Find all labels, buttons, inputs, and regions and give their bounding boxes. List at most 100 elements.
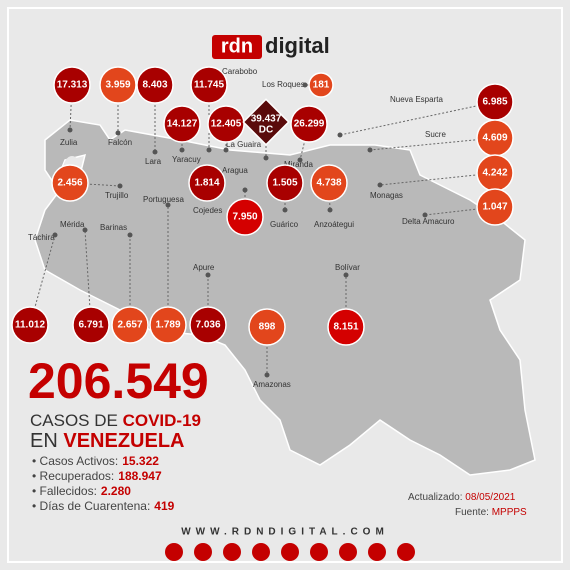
case-value: 1.814	[194, 178, 219, 189]
case-circle	[99, 66, 137, 104]
logo-box	[212, 35, 262, 59]
case-value: 12.405	[211, 119, 242, 130]
t: EN	[30, 430, 58, 452]
bullet: •	[32, 469, 40, 483]
state-label: Anzoátegui	[314, 220, 354, 229]
case-value: 7.950	[232, 212, 257, 223]
case-circle	[72, 306, 110, 344]
t: MPPPS	[492, 507, 527, 518]
case-circle	[207, 105, 245, 143]
case-circle	[11, 306, 49, 344]
social-icon[interactable]	[368, 543, 386, 561]
frame	[7, 7, 563, 563]
case-value: 6.985	[482, 97, 507, 108]
leader-dot	[152, 149, 158, 155]
case-circle	[53, 66, 91, 104]
state-label: Los Roques	[262, 80, 305, 89]
case-circle	[476, 188, 514, 226]
leader-dot	[242, 187, 248, 193]
social-icons	[165, 543, 415, 561]
logo-right: digital	[265, 33, 330, 58]
bullet: •	[32, 499, 40, 513]
state-label: Miranda	[284, 160, 313, 169]
title-line1: CASOS DE COVID-19	[30, 411, 201, 430]
case-value: 39.437	[251, 114, 282, 125]
state-label: Aragua	[222, 166, 248, 175]
stat-value: 2.280	[101, 484, 131, 498]
state-label: Mérida	[60, 220, 85, 229]
social-icon[interactable]	[252, 543, 270, 561]
case-value: 898	[259, 322, 276, 333]
case-value: 7.036	[195, 320, 220, 331]
state-label: Guárico	[270, 220, 299, 229]
leader-dot	[282, 207, 288, 213]
dc-label: DC	[259, 125, 273, 136]
social-icon[interactable]	[310, 543, 328, 561]
state-label: Amazonas	[253, 380, 291, 389]
social-icon[interactable]	[165, 543, 183, 561]
leader-dot	[264, 372, 270, 378]
leader-dot	[302, 82, 308, 88]
state-label: Zulia	[60, 138, 78, 147]
leader-dot	[206, 147, 212, 153]
leader-dot	[263, 155, 269, 161]
state-label: Monagas	[370, 191, 403, 200]
stat-label: Recuperados:	[40, 469, 115, 483]
state-label: Carabobo	[222, 67, 258, 76]
stat-label: Casos Activos:	[40, 454, 119, 468]
stat-line: • Casos Activos: 15.322	[32, 454, 159, 468]
t: Fuente:	[455, 507, 489, 518]
logo-left: rdn	[221, 35, 253, 57]
case-value: 3.959	[105, 80, 130, 91]
case-circle	[308, 72, 334, 98]
leader-dot	[422, 212, 428, 218]
social-icon[interactable]	[194, 543, 212, 561]
case-value: 6.791	[78, 320, 103, 331]
social-icon[interactable]	[281, 543, 299, 561]
case-value: 4.242	[482, 168, 507, 179]
state-label: Falcón	[108, 138, 132, 147]
leader-dot	[377, 182, 383, 188]
case-circle	[327, 308, 365, 346]
case-circle	[163, 105, 201, 143]
case-circle	[149, 306, 187, 344]
t: 08/05/2021	[465, 492, 515, 503]
stat-value: 188.947	[118, 469, 162, 483]
total: 206.549	[28, 353, 209, 409]
social-icon[interactable]	[397, 543, 415, 561]
state-label: Trujillo	[105, 191, 129, 200]
t: VENEZUELA	[63, 430, 184, 452]
case-value: 2.657	[117, 320, 142, 331]
title-line2: EN VENEZUELA	[30, 430, 184, 452]
state-label: Apure	[193, 263, 215, 272]
source: Fuente: MPPPS	[455, 507, 527, 518]
leader-dot	[337, 132, 343, 138]
leader-line	[369, 137, 496, 151]
stat-label: Fallecidos:	[40, 484, 97, 498]
t: COVID-19	[123, 411, 201, 430]
case-circle	[290, 105, 328, 143]
leader-dot	[165, 202, 171, 208]
state-label: Portuguesa	[143, 195, 184, 204]
case-value: 4.738	[316, 178, 341, 189]
social-icon[interactable]	[339, 543, 357, 561]
leader-dot	[327, 207, 333, 213]
t: CASOS DE	[30, 411, 118, 430]
map-markers: Zulia Falcón Lara Yaracuy Carabobo Los Roques…	[11, 66, 514, 389]
case-value: 17.313	[57, 80, 88, 91]
state-label: Táchira	[28, 233, 55, 242]
case-value: 26.299	[294, 119, 325, 130]
leader-line	[339, 101, 496, 136]
case-value: 11.745	[194, 80, 224, 91]
stat-line: • Fallecidos: 2.280	[32, 484, 131, 498]
state-label: Nueva Esparta	[390, 95, 443, 104]
leader-dot	[367, 147, 373, 153]
case-value: 14.127	[167, 119, 198, 130]
social-icon[interactable]	[223, 543, 241, 561]
case-value: 1.505	[272, 178, 297, 189]
state-label: Yaracuy	[172, 155, 201, 164]
leader-dot	[223, 147, 229, 153]
stat-value: 419	[154, 499, 174, 513]
case-value: 1.789	[155, 320, 180, 331]
